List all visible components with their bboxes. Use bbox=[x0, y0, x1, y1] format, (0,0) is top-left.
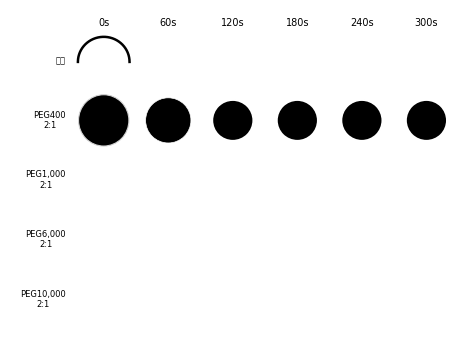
Ellipse shape bbox=[146, 98, 191, 143]
Text: 空白: 空白 bbox=[56, 56, 66, 65]
Text: PEG400
2:1: PEG400 2:1 bbox=[33, 111, 66, 130]
Text: 240s: 240s bbox=[350, 18, 374, 28]
Text: PEG10,000
2:1: PEG10,000 2:1 bbox=[20, 290, 66, 309]
Ellipse shape bbox=[277, 100, 318, 141]
Ellipse shape bbox=[406, 100, 447, 141]
Ellipse shape bbox=[78, 95, 129, 146]
Text: 0s: 0s bbox=[98, 18, 109, 28]
Text: PEG1,000
2:1: PEG1,000 2:1 bbox=[25, 170, 66, 190]
Text: 180s: 180s bbox=[286, 18, 309, 28]
Text: 300s: 300s bbox=[415, 18, 438, 28]
Text: 60s: 60s bbox=[160, 18, 177, 28]
Text: PEG6,000
2:1: PEG6,000 2:1 bbox=[25, 230, 66, 249]
Text: 120s: 120s bbox=[221, 18, 245, 28]
Ellipse shape bbox=[212, 100, 254, 141]
Ellipse shape bbox=[341, 100, 383, 141]
